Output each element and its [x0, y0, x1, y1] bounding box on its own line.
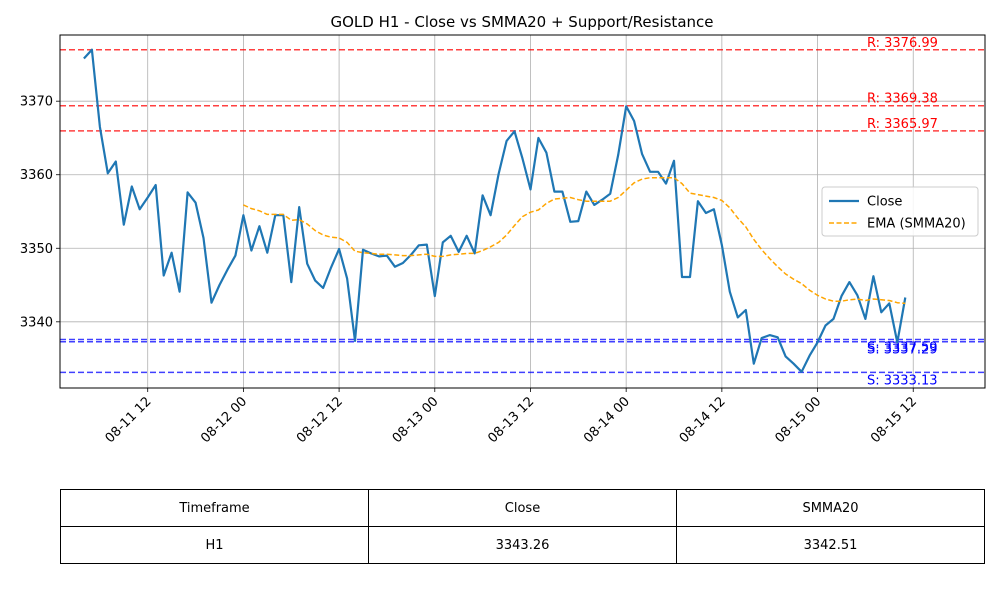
- series-lines: [83, 48, 907, 373]
- y-tick-label: 3340: [20, 315, 53, 330]
- table-header-smma20: SMMA20: [676, 489, 985, 527]
- support-level-label: S: 3337.29: [867, 343, 938, 358]
- x-tick-label: 08-14 00: [581, 394, 633, 446]
- support-level-label: S: 3337.59: [867, 341, 938, 356]
- legend-label: Close: [867, 195, 902, 210]
- legend-box: [821, 186, 979, 237]
- y-tick-label: 3370: [20, 95, 53, 110]
- summary-table: Timeframe Close SMMA20 H1 3343.26 3342.5…: [60, 489, 985, 564]
- x-tick-label: 08-13 12: [485, 394, 537, 446]
- x-tick-label: 08-12 12: [294, 394, 346, 446]
- legend[interactable]: Close EMA (SMMA20): [821, 186, 979, 237]
- x-tick-label: 08-15 00: [772, 394, 824, 446]
- x-tick-label: 08-14 12: [677, 394, 729, 446]
- legend-label: EMA (SMMA20): [867, 217, 966, 232]
- table-header-row: Timeframe Close SMMA20: [60, 489, 985, 527]
- x-tick-label: 08-13 00: [390, 394, 442, 446]
- table-cell-close: 3343.26: [368, 526, 677, 564]
- resistance-level-label: R: 3365.97: [867, 117, 938, 132]
- y-tick-label: 3350: [20, 242, 53, 257]
- y-tick-label: 3360: [20, 168, 53, 183]
- support-resistance-levels: R: 3376.99 R: 3369.38 R: 3365.97 S: 3337.29…: [60, 36, 985, 388]
- table-cell-timeframe: H1: [60, 526, 369, 564]
- resistance-level-label: R: 3376.99: [867, 36, 938, 51]
- chart-svg: GOLD H1 - Close vs SMMA20 + Support/Resi…: [20, 13, 986, 446]
- x-tick-label: 08-11 12: [103, 394, 155, 446]
- chart-title: GOLD H1 - Close vs SMMA20 + Support/Resi…: [330, 13, 713, 31]
- table-header-close: Close: [368, 489, 677, 527]
- axes: 08-11 12 08-12 00 08-12 12 08-13 00 08-13 12…: [20, 95, 920, 446]
- table-row: H1 3343.26 3342.51: [60, 526, 985, 564]
- resistance-level-label: R: 3369.38: [867, 92, 938, 107]
- table-header-timeframe: Timeframe: [60, 489, 369, 527]
- close-price-line: [83, 48, 907, 373]
- x-tick-label: 08-12 00: [198, 394, 250, 446]
- x-tick-label: 08-15 12: [868, 394, 920, 446]
- plot-frame: [59, 34, 986, 389]
- smma20-line: [243, 176, 906, 305]
- table-cell-smma20: 3342.51: [676, 526, 985, 564]
- support-level-label: S: 3333.13: [867, 373, 938, 388]
